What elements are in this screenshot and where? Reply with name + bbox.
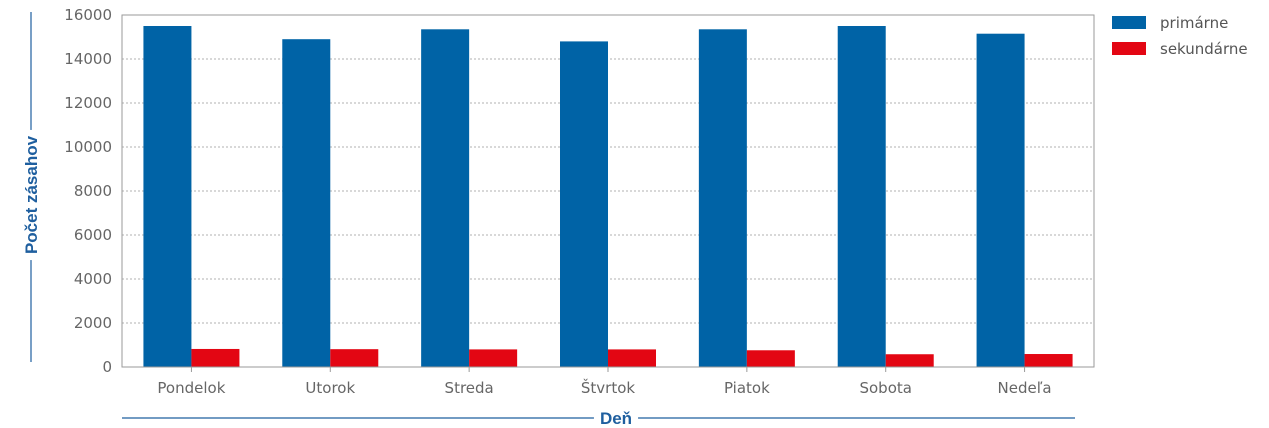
- bar-primarne-stvrtok: [560, 41, 608, 368]
- bar-primarne-nedela: [976, 33, 1025, 367]
- y-tick-label-12000: 12000: [64, 94, 112, 112]
- y-tick-label-2000: 2000: [74, 314, 112, 332]
- y-axis-title: Počet zásahov: [22, 135, 41, 254]
- x-tick-label-streda: Streda: [445, 379, 494, 397]
- y-tick-label-10000: 10000: [64, 138, 112, 156]
- x-tick-label-nedela: Nedeľa: [998, 379, 1052, 397]
- x-tick-label-stvrtok: Štvrtok: [581, 378, 636, 397]
- x-axis-title-group: Deň: [122, 409, 1075, 428]
- bar-sekundarne-streda: [469, 349, 518, 367]
- bar-primarne-utorok: [282, 39, 331, 367]
- y-tick-label-6000: 6000: [74, 226, 112, 244]
- legend-swatch-sekundarne: [1112, 42, 1146, 55]
- x-tick-label-pondelok: Pondelok: [157, 379, 225, 397]
- y-tick-labels: 0 2000 4000 6000 8000 10000 12000 14000 16000: [64, 6, 112, 376]
- bar-primarne-sobota: [837, 26, 886, 367]
- bars: [143, 26, 1073, 368]
- bar-primarne-streda: [421, 29, 470, 368]
- legend: primárne sekundárne: [1112, 14, 1248, 58]
- y-tick-label-4000: 4000: [74, 270, 112, 288]
- y-axis-title-group: Počet zásahov: [22, 12, 41, 362]
- bar-sekundarne-nedela: [1024, 354, 1073, 367]
- bar-sekundarne-sobota: [885, 354, 934, 367]
- bar-primarne-piatok: [698, 29, 747, 368]
- x-tick-label-piatok: Piatok: [724, 379, 770, 397]
- bar-sekundarne-utorok: [330, 349, 379, 367]
- legend-label-primarne: primárne: [1160, 14, 1228, 32]
- bar-sekundarne-piatok: [746, 350, 795, 367]
- bar-sekundarne-pondelok: [191, 348, 240, 367]
- x-axis-title: Deň: [600, 409, 632, 428]
- x-tick-labels: Pondelok Utorok Streda Štvrtok Piatok Sobota N…: [157, 367, 1052, 397]
- x-tick-label-utorok: Utorok: [305, 379, 355, 397]
- legend-label-sekundarne: sekundárne: [1160, 40, 1248, 58]
- bar-sekundarne-stvrtok: [608, 349, 656, 367]
- y-tick-label-14000: 14000: [64, 50, 112, 68]
- y-tick-label-8000: 8000: [74, 182, 112, 200]
- legend-swatch-primarne: [1112, 16, 1146, 29]
- y-tick-label-0: 0: [102, 358, 112, 376]
- x-tick-label-sobota: Sobota: [859, 379, 911, 397]
- bar-primarne-pondelok: [143, 26, 192, 367]
- y-tick-label-16000: 16000: [64, 6, 112, 24]
